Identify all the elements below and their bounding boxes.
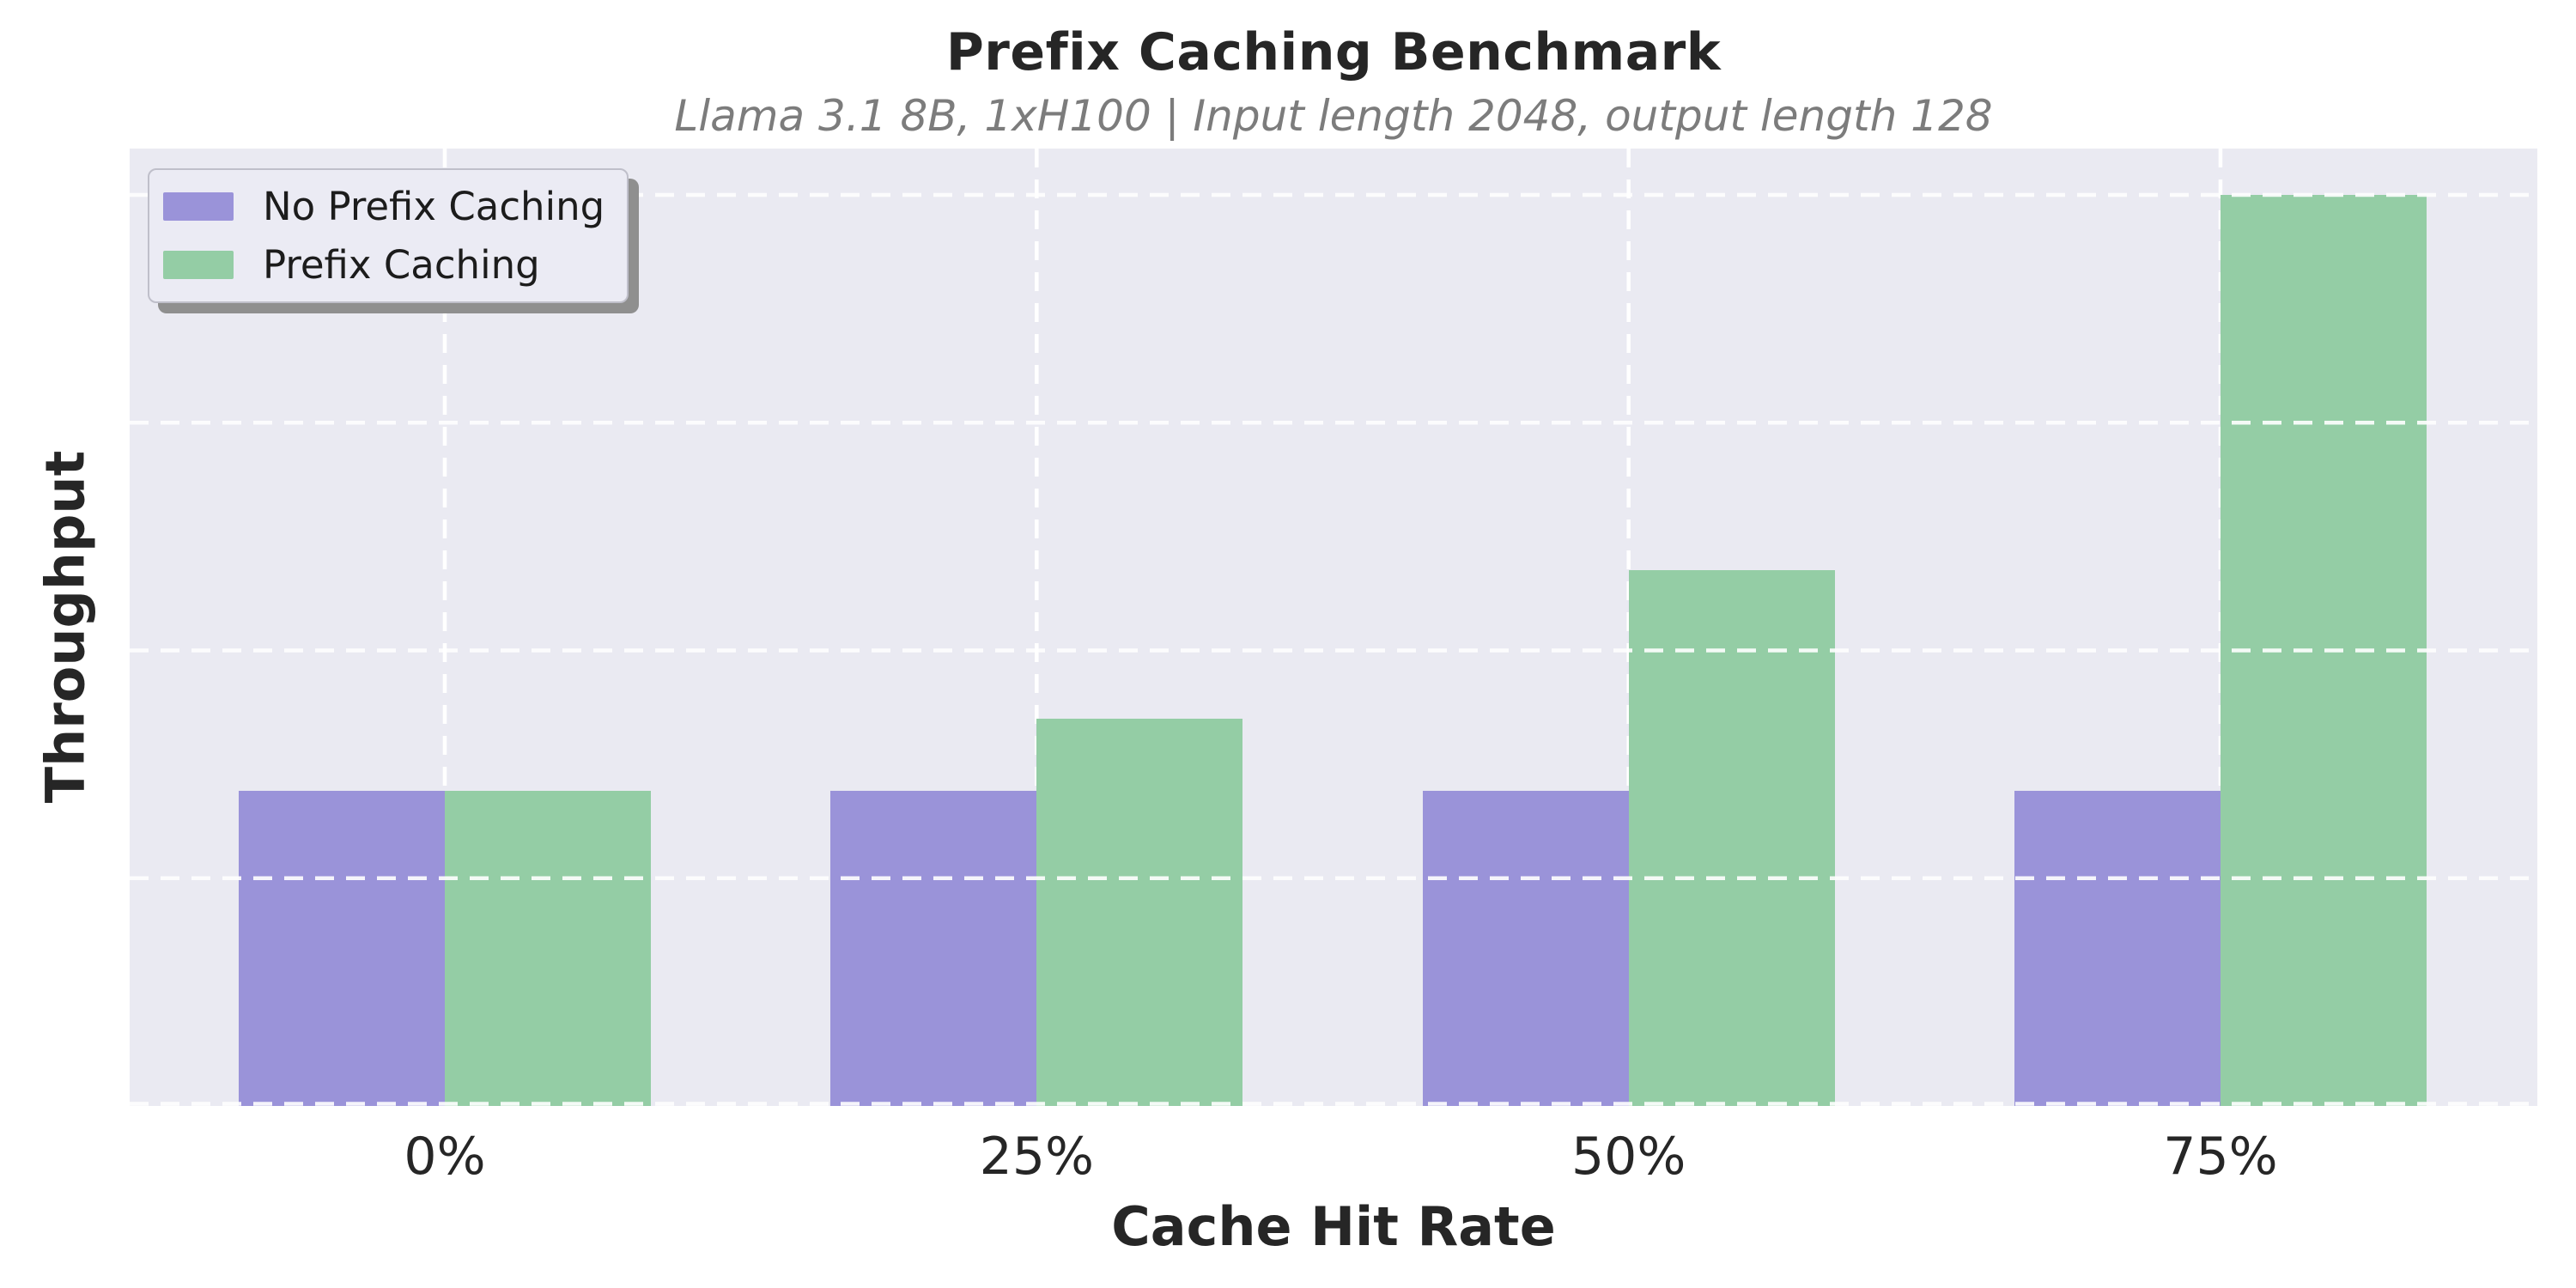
x-tick-75%: 75% — [2163, 1127, 2278, 1187]
bar-prefix-caching-0% — [445, 791, 651, 1106]
legend-items: No Prefix Caching Prefix Caching — [163, 185, 605, 286]
y-axis-label: Throughput — [33, 450, 97, 804]
chart-title: Prefix Caching Benchmark — [945, 22, 1722, 82]
legend-row-no-prefix-caching: No Prefix Caching — [163, 185, 605, 228]
plot-area — [130, 149, 2537, 1106]
legend-row-prefix-caching: Prefix Caching — [163, 241, 605, 288]
legend-swatch-icon — [163, 250, 234, 279]
legend-swatch-icon — [163, 192, 234, 222]
bar-no-prefix-caching-50% — [1422, 791, 1629, 1106]
bar-no-prefix-caching-0% — [239, 791, 445, 1106]
x-tick-50%: 50% — [1571, 1127, 1686, 1187]
legend-label: Prefix Caching — [263, 241, 540, 288]
x-tick-25%: 25% — [979, 1127, 1095, 1187]
bar-no-prefix-caching-25% — [830, 791, 1037, 1106]
bar-no-prefix-caching-75% — [2014, 791, 2221, 1106]
bar-prefix-caching-50% — [1628, 570, 1835, 1106]
bar-prefix-caching-25% — [1036, 719, 1243, 1106]
bars-layer — [130, 149, 2537, 1106]
x-tick-0%: 0% — [404, 1127, 486, 1187]
bar-prefix-caching-75% — [2220, 195, 2427, 1106]
legend: No Prefix Caching Prefix Caching — [148, 168, 629, 303]
x-axis-label: Cache Hit Rate — [1111, 1195, 1556, 1258]
legend-label: No Prefix Caching — [263, 184, 605, 229]
chart-subtitle: Llama 3.1 8B, 1xH100 | Input length 2048… — [674, 91, 1993, 141]
